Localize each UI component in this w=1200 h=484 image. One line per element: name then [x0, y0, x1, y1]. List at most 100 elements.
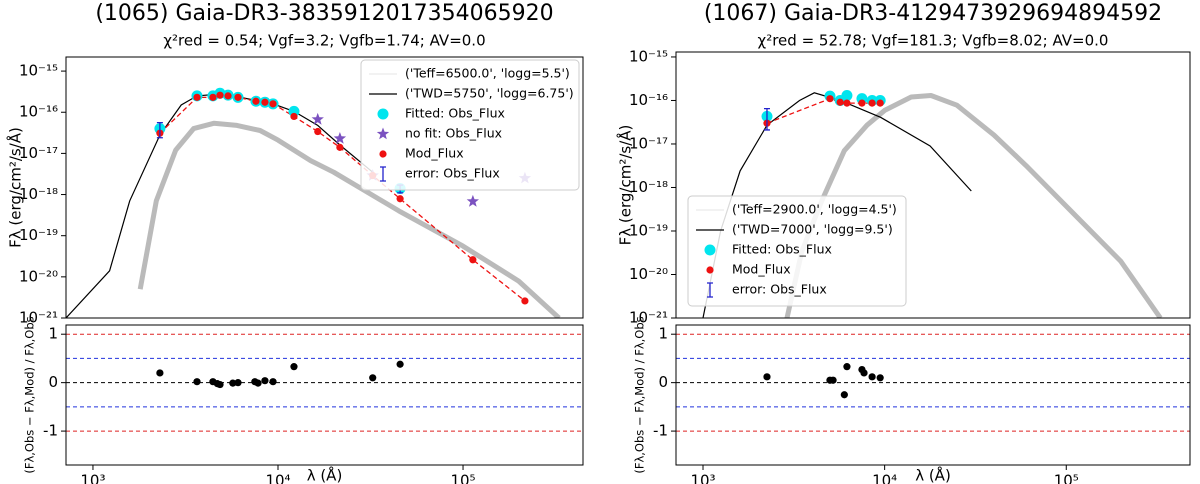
y-tick-label: 10⁻¹⁹ [19, 226, 58, 244]
chart-subtitle: χ²red = 0.54; Vgf=3.2; Vgfb=1.74; AV=0.0 [163, 32, 485, 50]
model-point [336, 143, 344, 151]
y-tick-label: 10⁻¹⁸ [629, 178, 668, 196]
legend-label: Mod_Flux [732, 262, 791, 277]
x-axis-label: λ (Å) [915, 466, 951, 484]
legend-swatch [377, 108, 389, 120]
legend-label: ('TWD=5750', 'logg=6.75') [405, 86, 574, 101]
y-axis-label: (Fλ,Obs − Fλ,Mod) / Fλ,Obs [633, 316, 647, 473]
model-point [868, 99, 876, 107]
model-point [193, 93, 201, 101]
legend-label: Mod_Flux [405, 146, 464, 161]
legend-label: Fitted: Obs_Flux [405, 106, 505, 121]
plot-area [676, 333, 1190, 432]
axes-frame [675, 324, 1191, 466]
no-fit-point [311, 112, 324, 125]
no-fit-point [466, 194, 479, 207]
y-tick-label: 1 [658, 325, 668, 343]
residual-point [763, 373, 771, 381]
residual-point [396, 360, 404, 368]
model-point [252, 97, 260, 105]
legend-box [360, 59, 580, 191]
model-point [858, 99, 866, 107]
residual-point [269, 378, 277, 386]
y-tick-label: -1 [653, 422, 668, 440]
y-tick-label: 10⁻²⁰ [19, 267, 58, 285]
model-point [826, 95, 834, 103]
residual-point [829, 376, 837, 384]
y-tick-label: 10⁻¹⁶ [629, 91, 668, 109]
legend-label: ('TWD=7000', 'logg=9.5') [732, 222, 893, 237]
x-axis-label: λ (Å) [307, 466, 343, 484]
residual-point [229, 379, 237, 387]
legend-label: error: Obs_Flux [732, 282, 827, 297]
model-point [234, 93, 242, 101]
legend-swatch [706, 266, 714, 274]
x-tick-label: 10⁵ [1054, 472, 1079, 484]
plot-area [66, 87, 561, 318]
model-point [216, 91, 224, 99]
residual-point [234, 379, 242, 387]
legend: ('Teff=2900.0', 'logg=4.5') ('TWD=7000', … [687, 195, 907, 307]
error-bar [763, 107, 770, 131]
legend-label: Fitted: Obs_Flux [732, 242, 832, 257]
y-tick-label: 10⁻¹⁷ [19, 144, 58, 162]
no-fit-point [333, 132, 347, 144]
fitted-point [841, 90, 853, 102]
legend: ('Teff=6500.0', 'logg=5.5') ('TWD=5750', … [360, 59, 580, 191]
model-point [209, 93, 217, 101]
y-tick-label: 10⁻¹⁵ [629, 47, 668, 65]
legend-swatch [379, 150, 387, 158]
residual-point [254, 379, 262, 387]
residual-point [261, 377, 269, 385]
x-tick-label: 10³ [80, 472, 105, 484]
x-tick-label: 10³ [690, 472, 715, 484]
y-tick-label: 10⁻²⁰ [629, 265, 668, 283]
model-point [224, 92, 232, 100]
model-spectrum [137, 120, 561, 318]
model-point [843, 99, 851, 107]
residual-point [840, 391, 848, 399]
chart-title: (1067) Gaia-DR3-4129473929694894592 [704, 1, 1162, 26]
y-axis-label: Fλ (erg/cm²/s/Å) [6, 127, 25, 248]
x-tick-label: 10⁵ [450, 472, 475, 484]
model-point [469, 256, 477, 264]
y-tick-label: 10⁻¹⁹ [629, 221, 668, 239]
legend-label: ('Teff=2900.0', 'logg=4.5') [732, 202, 897, 217]
legend-label: error: Obs_Flux [405, 166, 500, 181]
model-point [836, 98, 844, 106]
y-axis-label: (Fλ,Obs − Fλ,Mod) / Fλ,Obs [23, 316, 37, 473]
model-point [521, 297, 529, 305]
panel: (1067) Gaia-DR3-4129473929694894592 χ²red… [616, 1, 1191, 327]
axes-frame [65, 56, 584, 319]
panel: (Fλ,Obs − Fλ,Mod) / Fλ,Obs λ (Å) -1 0 1 10³ 10… [23, 316, 584, 484]
model-point [876, 99, 884, 107]
model-point [290, 112, 298, 121]
axes-frame [675, 51, 1191, 319]
residual-point [860, 369, 868, 377]
legend-swatch [707, 282, 713, 298]
y-tick-label: 10⁻²¹ [629, 309, 668, 327]
residual-point [369, 374, 377, 382]
model-spectrum [784, 93, 1163, 318]
legend-label: ('Teff=6500.0', 'logg=5.5') [405, 66, 570, 81]
model-line [66, 93, 374, 318]
y-tick-label: 1 [48, 325, 58, 343]
x-tick-label: 10⁴ [872, 472, 897, 484]
y-tick-label: 10⁻¹⁷ [629, 134, 668, 152]
legend-swatch [380, 166, 386, 182]
model-point [269, 100, 277, 108]
residual-point [193, 378, 201, 386]
panel: (1065) Gaia-DR3-3835912017354065920 χ²red… [6, 1, 584, 327]
panel: (Fλ,Obs − Fλ,Mod) / Fλ,Obs λ (Å) -1 0 1 10³ 10… [633, 316, 1191, 484]
y-tick-label: -1 [43, 422, 58, 440]
plot-area [66, 333, 583, 432]
legend-swatch [704, 244, 716, 256]
y-tick-label: 10⁻¹⁵ [19, 62, 58, 80]
y-tick-label: 10⁻¹⁶ [19, 103, 58, 121]
residual-point [156, 369, 164, 377]
model-point [261, 98, 269, 106]
y-axis-label: Fλ (erg/cm²/s/Å) [616, 125, 635, 246]
legend-swatch [376, 127, 390, 140]
residual-point [216, 380, 224, 389]
